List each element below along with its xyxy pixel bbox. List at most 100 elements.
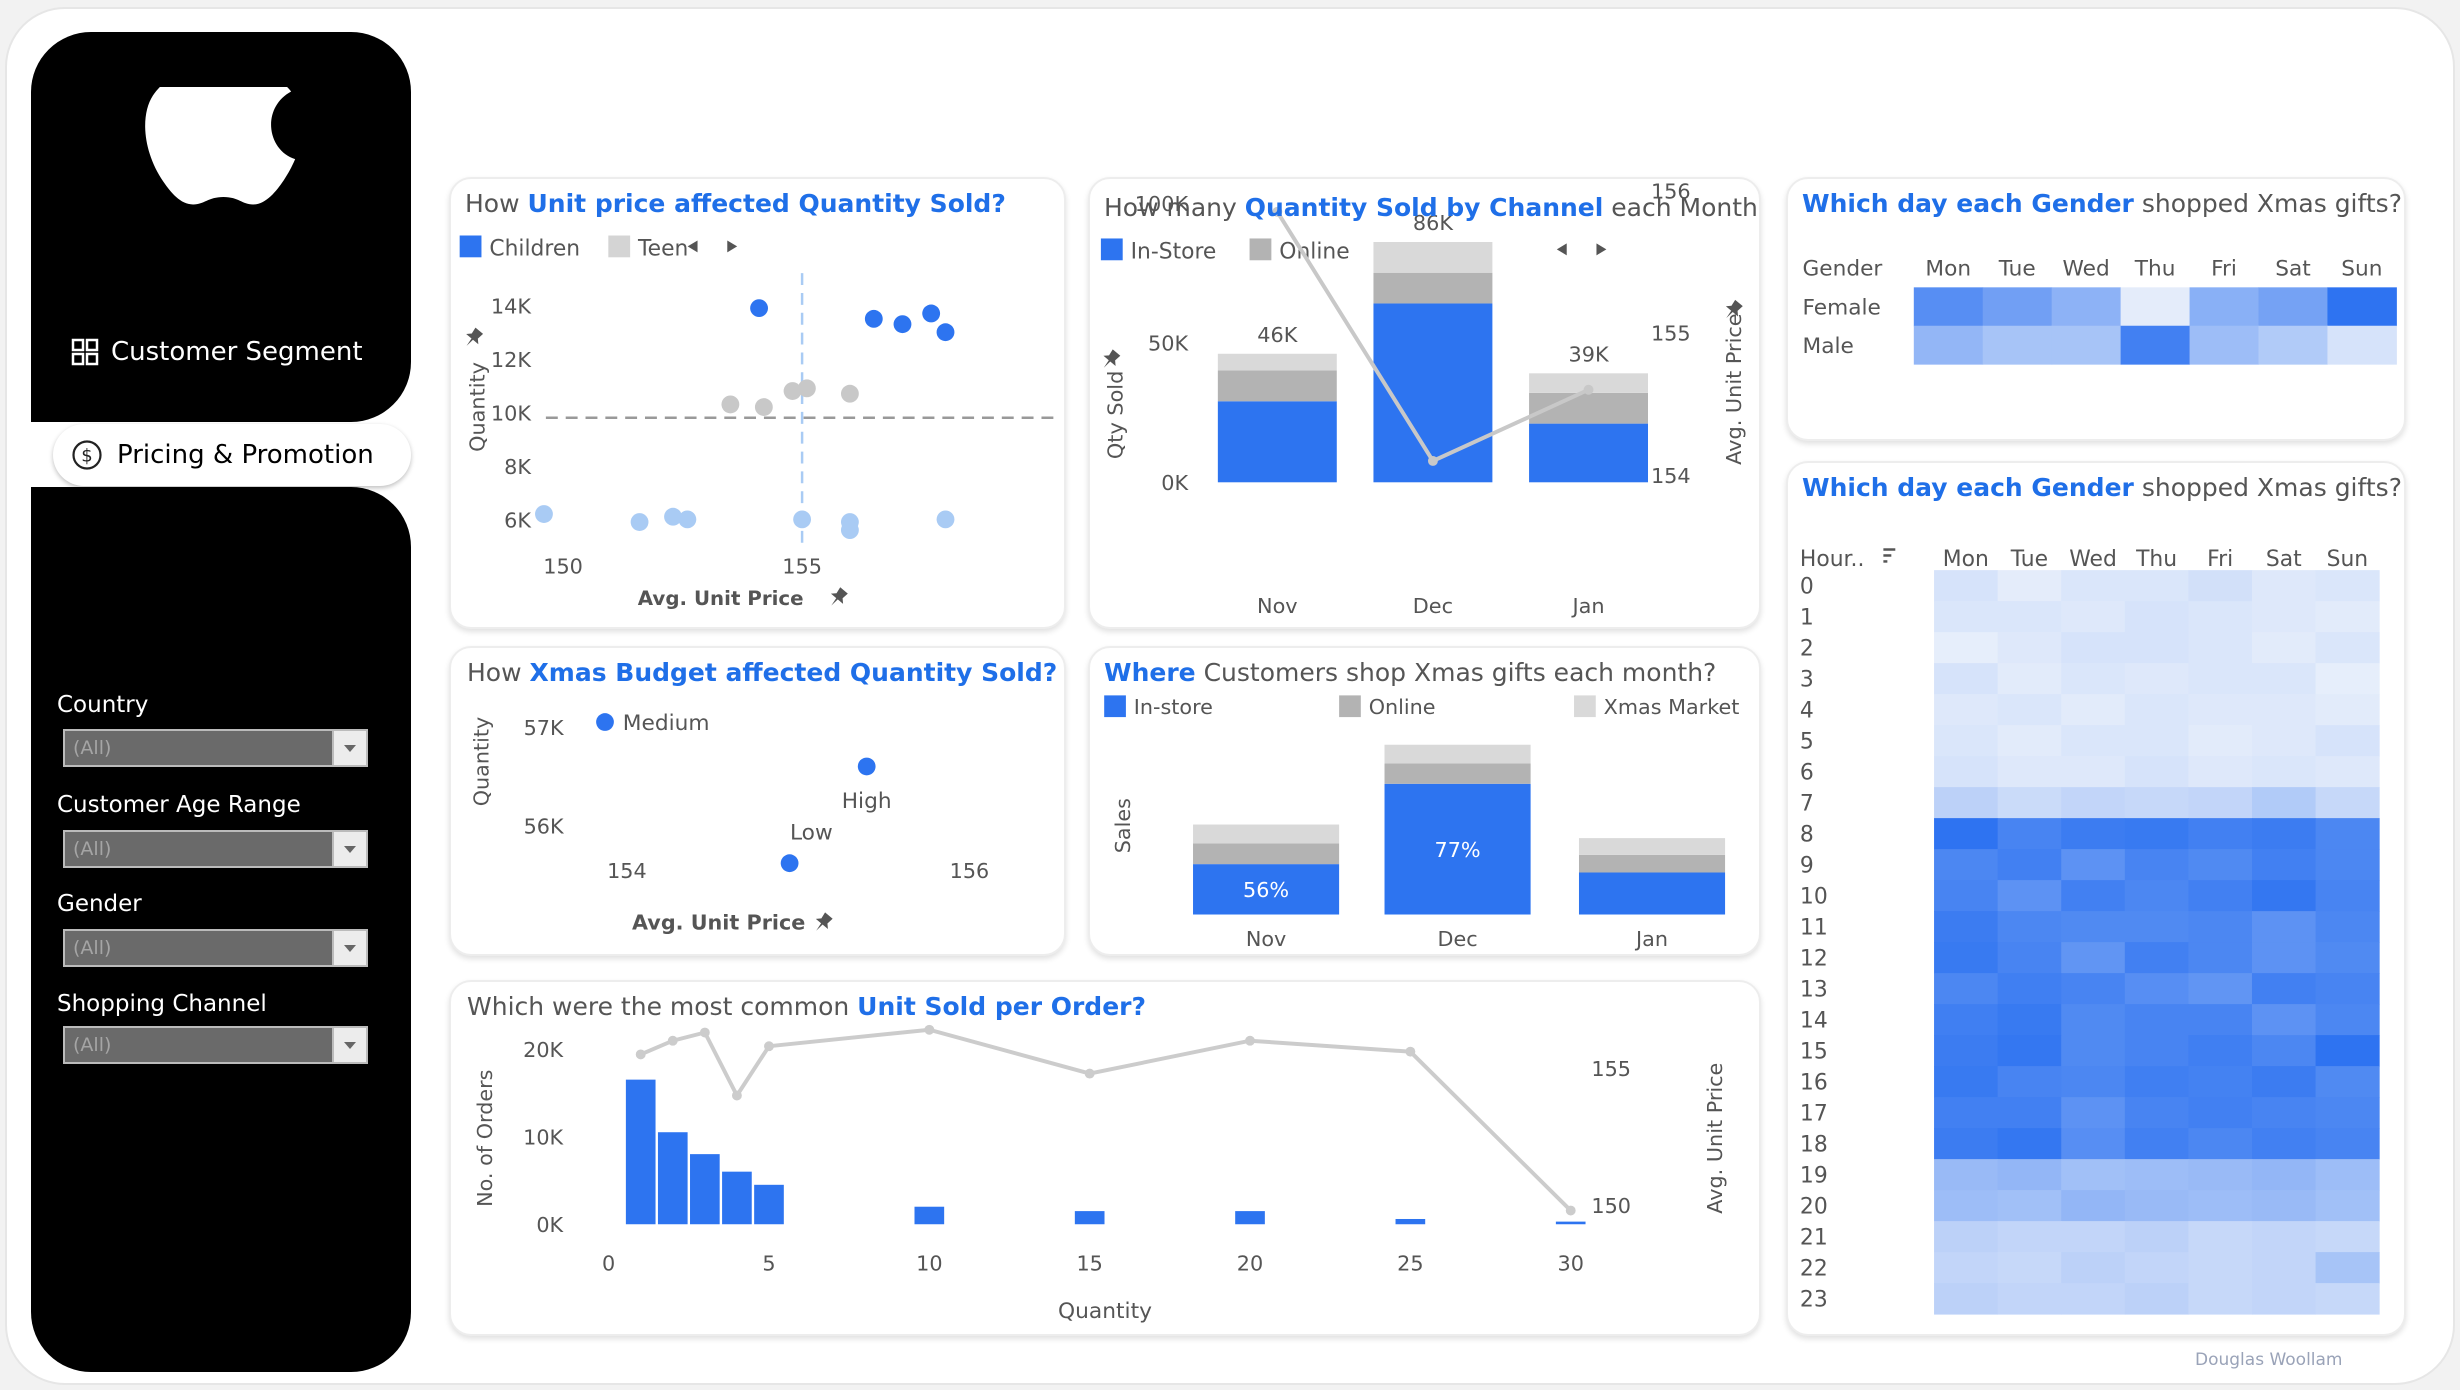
heatmap-cell — [1997, 756, 2062, 788]
heatmap-cell — [2061, 1066, 2126, 1098]
chevron-down-icon — [332, 1028, 366, 1062]
gender-dropdown[interactable]: (All) — [63, 929, 368, 967]
shopping-channel-dropdown[interactable]: (All) — [63, 1026, 368, 1064]
heatmap-cell — [2251, 1252, 2317, 1284]
heatmap-cell — [2315, 787, 2380, 819]
scatter-point-teen — [840, 384, 859, 403]
heatmap-cell — [2188, 1159, 2253, 1191]
heatmap-cell — [1934, 818, 1999, 850]
nav-customer-segment[interactable]: Customer Segment — [71, 337, 363, 367]
legend-swatch — [1574, 695, 1596, 718]
scatter-point-teen — [754, 398, 773, 416]
y2-tick-label: 155 — [1651, 322, 1691, 346]
nav-pricing-promotion-label: Pricing & Promotion — [117, 440, 374, 470]
heatmap-column-label: Sat — [2266, 547, 2302, 572]
orders-chart: 0K 10K 20K 150 155 0 5 10 15 20 25 30 No. of Orders A… — [473, 1024, 1727, 1324]
scatter-point-teen — [721, 395, 740, 414]
heatmap-row-label: 17 — [1800, 1102, 1828, 1127]
avg-price-point — [1427, 455, 1438, 466]
country-dropdown[interactable]: (All) — [63, 729, 368, 767]
heatmap-cell — [2061, 1190, 2126, 1222]
scatter-point-adult — [840, 521, 859, 539]
heatmap-cell — [2188, 1128, 2253, 1160]
arrow-left-icon — [687, 240, 698, 253]
heatmap-cell — [2124, 570, 2189, 602]
heatmap-cell — [2251, 1066, 2317, 1098]
age-range-dropdown[interactable]: (All) — [63, 830, 368, 868]
x-tick-label: Nov — [1257, 594, 1298, 618]
y-tick-label: 6K — [504, 508, 532, 532]
heatmap-cell — [1997, 632, 2062, 664]
x-tick-label: 154 — [607, 859, 647, 883]
heatmap-cell — [2124, 1252, 2189, 1284]
x-tick-label: 155 — [782, 554, 822, 578]
heatmap-row-header: Hour.. — [1800, 547, 1865, 572]
heatmap-cell — [2251, 1159, 2317, 1191]
heatmap-cell — [2315, 1159, 2380, 1191]
legend-swatch — [1339, 695, 1361, 718]
grid-icon — [71, 338, 99, 366]
heatmap-row-label: 4 — [1800, 699, 1814, 724]
pin-icon — [1725, 299, 1743, 319]
heatmap-cell — [2258, 287, 2328, 327]
legend-label-children: Children — [489, 236, 580, 261]
scatter-point — [857, 757, 876, 776]
x-tick-label: 10 — [916, 1252, 942, 1276]
heatmap-cell — [2251, 725, 2317, 757]
point-label: High — [842, 789, 892, 814]
histogram-bar — [1235, 1211, 1265, 1225]
heatmap-cell — [2124, 694, 2189, 726]
legend-swatch-instore — [1100, 238, 1123, 261]
heatmap-cell — [1997, 1190, 2062, 1222]
legend-label-online: Online — [1279, 239, 1349, 264]
scatter-point-adult — [793, 510, 812, 529]
heatmap-cell — [1934, 973, 1999, 1005]
heatmap-row-label: 10 — [1800, 885, 1828, 910]
heatmap-row-label: 13 — [1800, 978, 1828, 1003]
heatmap-cell — [2061, 880, 2126, 912]
apple-logo-icon — [145, 87, 296, 205]
heatmap-row-label: 3 — [1800, 668, 1814, 693]
heatmap-cell — [2251, 911, 2317, 943]
scatter-point-children — [936, 323, 955, 342]
y2-axis-label: Avg. Unit Price — [1722, 313, 1746, 464]
chevron-down-icon — [332, 931, 366, 965]
heatmap-cell — [2251, 1190, 2317, 1222]
heatmap-cell — [2258, 325, 2328, 365]
heatmap-column-label: Fri — [2211, 257, 2237, 282]
heatmap-cell — [2061, 1004, 2126, 1036]
heatmap-cell — [2124, 1004, 2189, 1036]
heatmap-cell — [2061, 694, 2126, 726]
scatter-point — [780, 854, 799, 873]
bar-segment-in-store — [1578, 872, 1726, 915]
y-axis-label: Sales — [1111, 798, 1135, 853]
heatmap-cell — [2315, 725, 2380, 757]
legend-label-medium: Medium — [623, 711, 710, 736]
budget-card: Medium 56K 57K 154 156 Quantity Avg. Unit Pric… — [449, 646, 1066, 956]
heatmap-column-label: Sun — [2341, 257, 2382, 282]
heatmap-cell — [2251, 1221, 2317, 1253]
avg-price-point — [1272, 206, 1283, 217]
where-shop-title: Where Customers shop Xmas gifts each mon… — [1104, 658, 1717, 687]
x-tick-label: Nov — [1246, 927, 1286, 951]
avg-price-point — [699, 1027, 710, 1038]
histogram-bar — [914, 1206, 945, 1225]
heatmap-cell — [2124, 756, 2189, 788]
y2-tick-label: 155 — [1591, 1057, 1631, 1081]
nav-pricing-promotion[interactable]: $ Pricing & Promotion — [53, 424, 411, 486]
svg-text:$: $ — [81, 446, 92, 467]
arrow-right-icon — [727, 240, 738, 253]
histogram-bar — [722, 1171, 752, 1225]
bar-segment-in-store — [1529, 423, 1649, 483]
heatmap-row-label: 7 — [1800, 792, 1814, 817]
bar-segment-other — [1373, 241, 1493, 273]
heatmap-row-label: Female — [1803, 295, 1881, 320]
day-gender-heatmap: Gender Mon Tue Wed Thu Fri Sat Sun Female Male — [1803, 257, 2397, 365]
heatmap-cell — [1997, 818, 2062, 850]
legend-label-teen: Teen — [637, 236, 688, 261]
heatmap-row-label: 21 — [1800, 1226, 1828, 1251]
avg-price-point — [1084, 1068, 1095, 1079]
gender-dropdown-value: (All) — [73, 937, 112, 959]
heatmap-row-label: 23 — [1800, 1288, 1828, 1313]
heatmap-cell — [1997, 787, 2062, 819]
